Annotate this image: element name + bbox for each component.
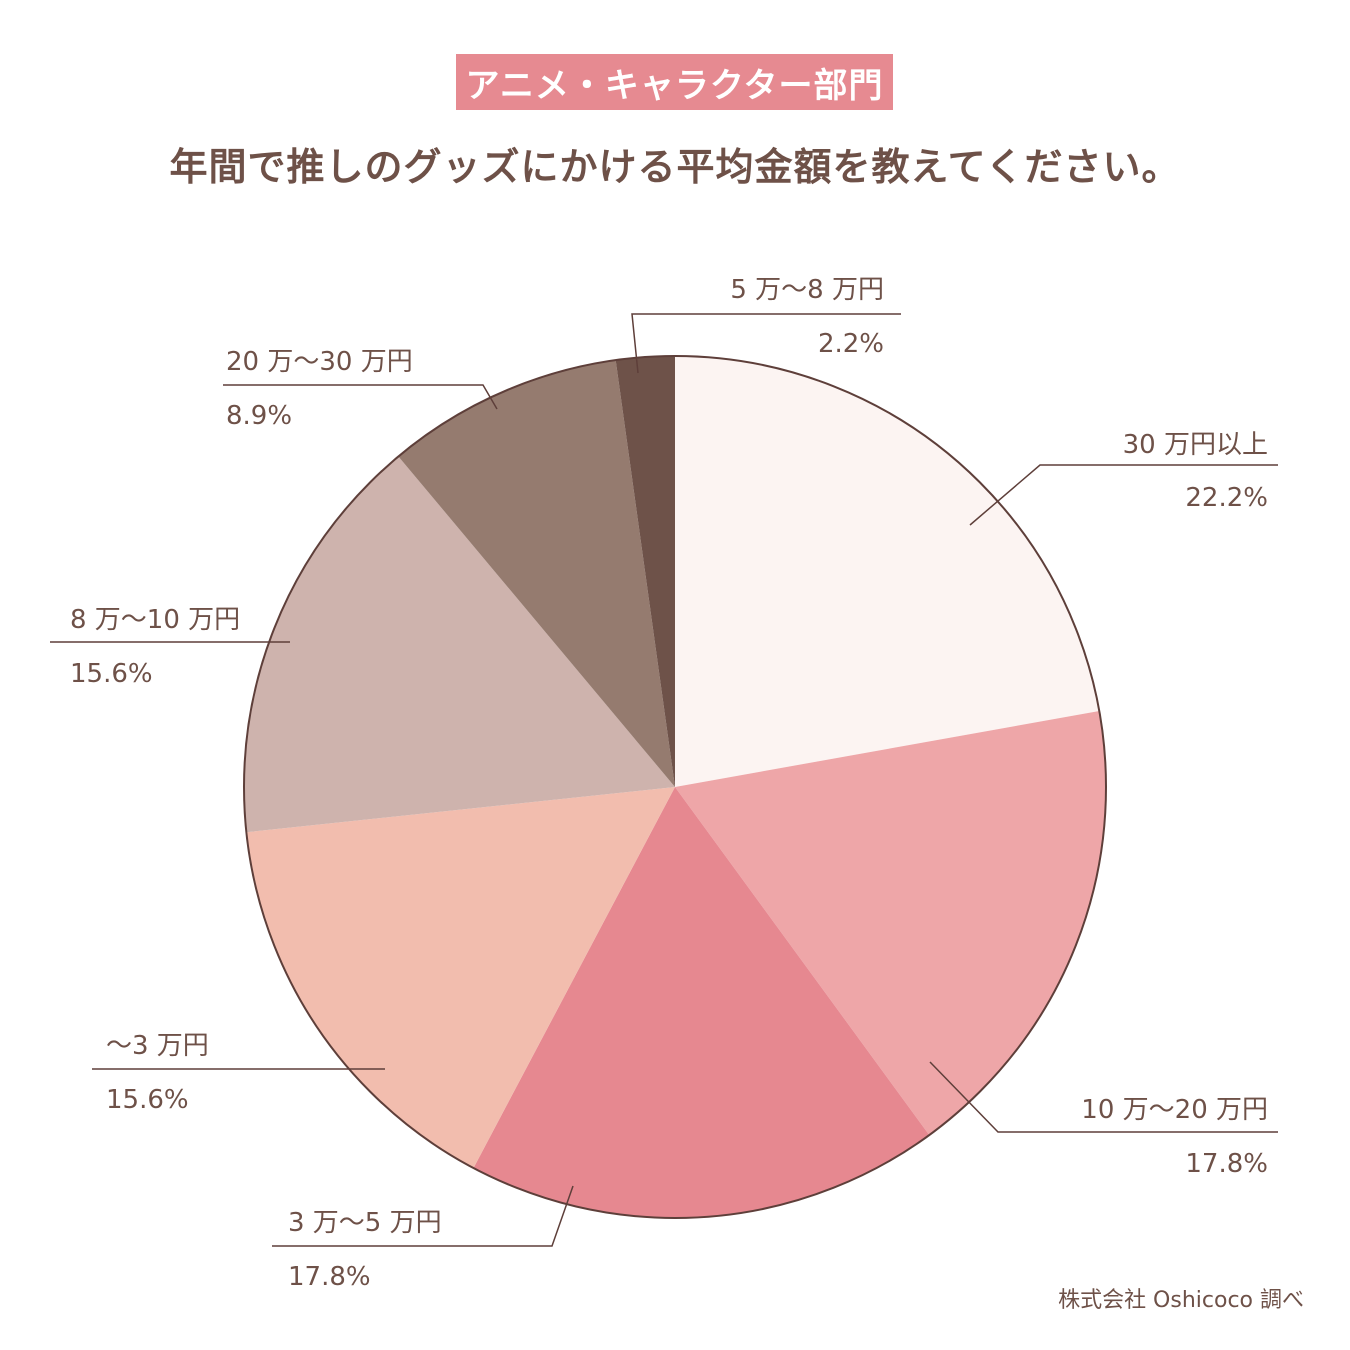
slice-labels: 30 万円以上 22.2% 10 万〜20 万円 17.8% 3 万〜5 万円 17.8%… [70,275,1268,1292]
leader-line [223,384,498,410]
category-badge-label: アニメ・キャラクター部門 [465,65,884,106]
category-badge: アニメ・キャラクター部門 [456,54,893,110]
pie-slices [243,356,1106,1219]
slice-category-label: 〜3 万円 [106,1031,209,1061]
slice-category-label: 10 万〜20 万円 [1081,1095,1268,1125]
leader-line [272,1185,574,1247]
chart-title: 年間で推しのグッズにかける平均金額を教えてください。 [169,145,1181,189]
slice-value-label: 22.2% [1185,483,1268,513]
slice-value-label: 8.9% [226,401,292,431]
leader-line [969,464,1278,526]
slice-category-label: 8 万〜10 万円 [70,605,240,635]
slice-category-label: 3 万〜5 万円 [288,1208,442,1238]
leader-lines [50,313,1278,1247]
slice-value-label: 15.6% [106,1085,189,1115]
slice-value-label: 17.8% [1185,1149,1268,1179]
leader-line [631,313,901,374]
pie-outline [243,355,1107,1219]
source-credit: 株式会社 Oshicoco 調べ [1058,1288,1304,1313]
leader-line [929,1061,1278,1133]
slice-value-label: 2.2% [818,329,884,359]
slice-category-label: 20 万〜30 万円 [226,347,413,377]
pie-slice [675,356,1100,787]
pie-slice [675,710,1106,1136]
pie-slice [473,787,930,1219]
slice-category-label: 5 万〜8 万円 [730,275,884,305]
pie-slice [615,356,675,787]
pie-slice [398,360,675,787]
slice-value-label: 17.8% [288,1262,371,1292]
slice-category-label: 30 万円以上 [1123,430,1268,460]
slice-value-label: 15.6% [70,659,153,689]
pie-slice [243,456,675,833]
